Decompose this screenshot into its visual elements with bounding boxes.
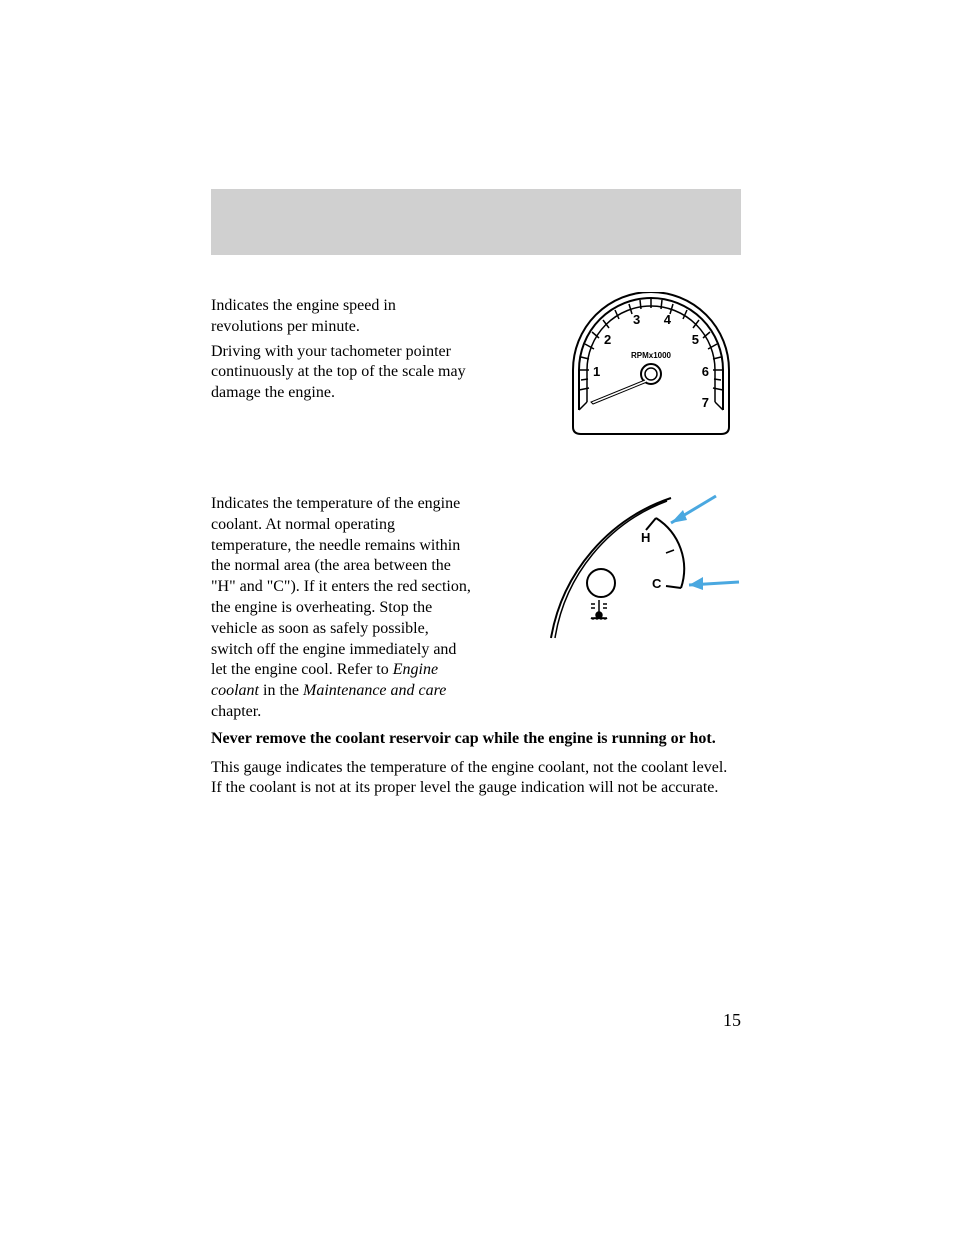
tach-num-2: 2: [604, 332, 611, 347]
temp-label-cold: C: [652, 576, 662, 591]
temp-figure: H C: [541, 488, 771, 653]
tach-num-4: 4: [664, 312, 672, 327]
tachometer-figure: 1 2 3 4 5 6 7 RPMx1000: [561, 292, 741, 447]
tach-num-1: 1: [593, 364, 600, 379]
header-bar: [211, 189, 741, 255]
tachometer-text: Indicates the engine speed in revolution…: [211, 296, 471, 404]
temp-p1b: in the: [259, 682, 303, 699]
tach-p2: Driving with your tachometer pointer con…: [211, 342, 471, 404]
temp-arrows: [671, 496, 739, 590]
temp-p1a: Indicates the temperature of the engine …: [211, 495, 471, 678]
page-content: Indicates the engine speed in revolution…: [211, 296, 741, 847]
tach-num-5: 5: [692, 332, 699, 347]
temp-p2: This gauge indicates the temperature of …: [211, 758, 741, 800]
temp-p1-italic2: Maintenance and care: [303, 682, 446, 699]
tach-num-3: 3: [633, 312, 640, 327]
temp-gauge-svg: H C: [541, 488, 771, 648]
tach-p1: Indicates the engine speed in revolution…: [211, 296, 471, 338]
thermometer-icon: [591, 600, 607, 619]
temp-p1c: chapter.: [211, 703, 261, 720]
tach-num-7: 7: [702, 395, 709, 410]
temp-p1: Indicates the temperature of the engine …: [211, 494, 471, 723]
temp-section: Indicates the temperature of the engine …: [211, 494, 741, 799]
tach-num-6: 6: [702, 364, 709, 379]
tachometer-section: Indicates the engine speed in revolution…: [211, 296, 741, 446]
temp-label-hot: H: [641, 530, 650, 545]
page-number: 15: [723, 1010, 741, 1031]
tach-label: RPMx1000: [631, 351, 672, 360]
temp-warning: Never remove the coolant reservoir cap w…: [211, 729, 741, 750]
temp-text: Indicates the temperature of the engine …: [211, 494, 471, 723]
tachometer-svg: 1 2 3 4 5 6 7 RPMx1000: [561, 292, 741, 442]
